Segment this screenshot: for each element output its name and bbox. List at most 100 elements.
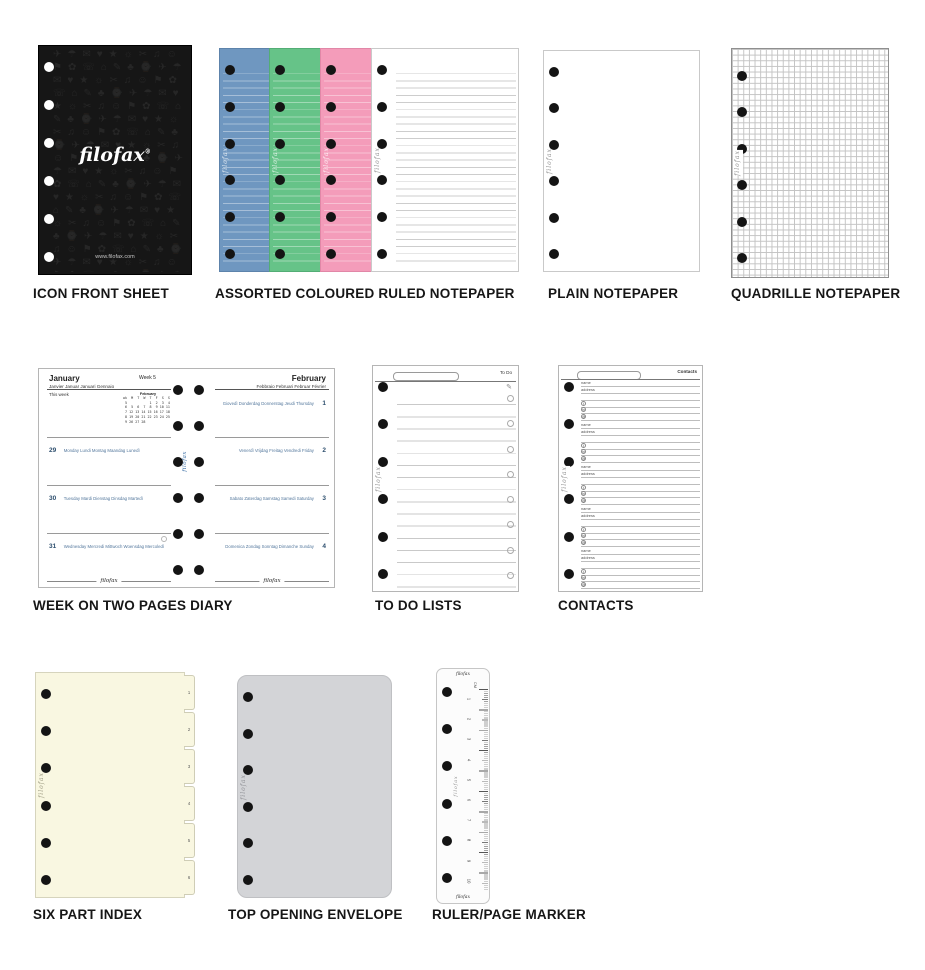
punch-hole-icon (242, 728, 253, 739)
punch-holes (224, 65, 235, 259)
name-label: name (581, 463, 591, 469)
punch-hole-icon (376, 248, 387, 259)
punch-holes (736, 71, 747, 263)
rnum-item: 7 (466, 819, 472, 822)
diary-week-number: Week 5 (139, 375, 156, 381)
punch-hole-icon (376, 101, 387, 112)
diary-left-month-sub: Janvier Januar Januari Gennaio (49, 384, 115, 389)
caption-icon-front-sheet: ICON FRONT SHEET (33, 286, 169, 301)
punch-holes (242, 692, 253, 885)
phone-row: t (581, 442, 700, 450)
filofax-vertical-logo: filofax (38, 772, 45, 798)
rnum-item: 9 (466, 859, 472, 862)
icon-front-sheet: ✈☂✉♥★☼✂♫☺⚑✿☏⌂✎♣⌚✈☂✉♥★☼✂♫☺⚑✿☏⌂✎♣⌚✈☂✉♥★☼✂♫… (38, 45, 192, 275)
punch-hole-icon (43, 252, 54, 262)
punch-hole-icon (563, 531, 574, 542)
punch-hole-icon (172, 565, 183, 575)
day-rule (215, 485, 329, 486)
checkbox-circles (507, 395, 514, 597)
punch-hole-icon (224, 212, 235, 223)
punch-hole-icon (43, 214, 54, 224)
punch-holes (325, 65, 336, 259)
ruled-lines (397, 393, 516, 588)
caption-quadrille-notepaper: QUADRILLE NOTEPAPER (731, 286, 901, 301)
address-label: address (581, 428, 595, 434)
punch-hole-icon (325, 138, 336, 149)
punch-hole-icon (43, 100, 54, 110)
punch-hole-icon (563, 568, 574, 579)
day-number: 31 (49, 543, 57, 550)
plain-notepaper-sheet: filofax (543, 50, 700, 272)
filofax-vertical-logo: filofax (240, 773, 247, 800)
diary-right-footer: filofax (215, 578, 329, 584)
email-icon: @ (581, 498, 586, 504)
itab-item: 1 (184, 675, 195, 710)
punch-hole-icon (172, 493, 183, 503)
punch-hole-icon (242, 692, 253, 702)
day-names: Wednesday Mercredi Mittwoch Woensdag Mer… (63, 544, 165, 549)
caption-ruler: RULER/PAGE MARKER (432, 907, 586, 922)
mini-calendar-header: wk M T W T F S S (123, 396, 170, 400)
punch-holes (274, 65, 285, 259)
punch-hole-icon (43, 176, 54, 186)
rnum-item: 5 (466, 778, 472, 782)
diary-spread: January Janvier Januar Januari Gennaio W… (38, 368, 335, 588)
filofax-vertical-logo: filofax (374, 147, 381, 173)
itab-item: 2 (184, 712, 195, 747)
diary-this-week-label: This week (49, 392, 69, 397)
cm-unit-label: CM (473, 682, 478, 688)
punch-hole-icon (224, 65, 235, 75)
header-rule (47, 389, 171, 390)
punch-hole-icon (193, 529, 204, 539)
filofax-footer-logo: filofax (259, 578, 285, 584)
blank-row (581, 436, 700, 443)
address-row: address (581, 555, 700, 562)
blank-row (581, 520, 700, 527)
email-icon: @ (581, 582, 586, 588)
punch-hole-icon (441, 687, 452, 697)
phone-row: t (581, 568, 700, 576)
punch-hole-icon (40, 726, 51, 737)
punch-hole-icon (193, 457, 204, 467)
punch-hole-icon (736, 180, 747, 191)
punch-hole-icon (172, 385, 183, 395)
address-row: address (581, 513, 700, 520)
punch-hole-icon (172, 457, 183, 467)
rnum-item: 2 (466, 718, 472, 721)
punch-hole-icon (193, 565, 204, 575)
diary-right-month: February (291, 374, 326, 383)
punch-hole-icon (563, 494, 574, 505)
punch-hole-icon (548, 103, 559, 114)
punch-hole-icon (172, 421, 183, 431)
filofax-vertical-logo: filofax (222, 147, 229, 173)
diary-left-footer: filofax (47, 578, 171, 584)
diary-day-row: 29 Monday Lundi Montag Maandag Lunedì (49, 439, 140, 457)
punch-hole-icon (274, 138, 285, 149)
contacts-header: Contacts (677, 369, 697, 374)
mobile-row: m (581, 575, 700, 583)
filofax-vertical-logo: filofax (272, 147, 279, 173)
punch-hole-icon (274, 175, 285, 186)
checkbox-circle-icon (507, 496, 514, 504)
website-url: www.filofax.com (95, 254, 135, 260)
punch-hole-icon (193, 421, 204, 431)
punch-hole-icon (736, 252, 747, 263)
phone-row: t (581, 526, 700, 534)
name-label: name (581, 590, 591, 591)
day-names: Giovedì Donderdag Donnerstag Jeudi Thurs… (222, 401, 314, 406)
caption-diary: WEEK ON TWO PAGES DIARY (33, 598, 233, 613)
rnum-item: 10 (466, 878, 472, 884)
punch-hole-icon (441, 798, 452, 809)
name-label: name (581, 505, 591, 511)
punch-hole-icon (40, 837, 51, 848)
punch-hole-icon (377, 382, 388, 392)
caption-six-part-index: SIX PART INDEX (33, 907, 143, 922)
mrow-item: 6 5 6 7 8 9 10 11 (123, 405, 170, 410)
punch-hole-icon (548, 67, 559, 77)
mini-calendar-rows: 5 1 2 3 4 6 5 6 7 8 9 10 11 7 12 13 14 1… (123, 401, 173, 425)
filofax-vertical-logo: filofax (546, 148, 553, 174)
name-label: name (581, 380, 591, 385)
caption-todo: TO DO LISTS (375, 598, 462, 613)
